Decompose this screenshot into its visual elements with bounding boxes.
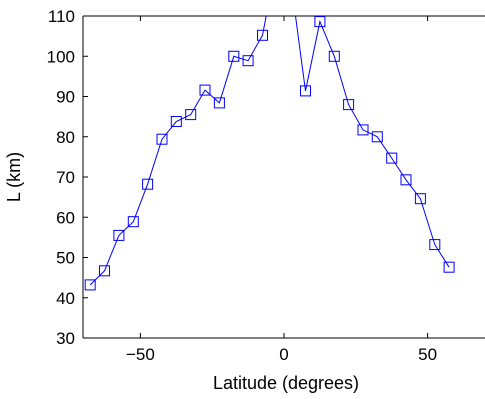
data-point-marker (84, 279, 96, 291)
x-tick-label: −50 (126, 345, 155, 364)
data-point-marker (357, 124, 369, 136)
y-axis-label: L (km) (4, 152, 24, 202)
data-point-marker (343, 99, 355, 111)
data-point-marker (328, 50, 340, 62)
y-tick-label: 90 (56, 88, 75, 107)
x-axis-label: Latitude (degrees) (213, 373, 359, 393)
data-point-marker (257, 29, 268, 41)
y-tick-label: 60 (56, 208, 75, 227)
data-point-marker (185, 109, 197, 121)
data-point-marker (242, 55, 254, 67)
series-layer (84, 16, 455, 291)
data-point-marker (142, 178, 154, 190)
data-point-marker (99, 265, 110, 277)
y-tick-label: 70 (56, 168, 75, 187)
data-point-marker (156, 133, 168, 145)
x-tick-label: 0 (279, 345, 288, 364)
y-tick-label: 50 (56, 249, 75, 268)
data-point-marker (170, 116, 182, 127)
data-point-marker (443, 261, 455, 273)
data-point-marker (127, 216, 139, 228)
data-point-marker (228, 50, 240, 62)
y-tick-label: 40 (56, 289, 75, 308)
y-tick-label: 100 (47, 47, 75, 66)
data-point-marker (429, 239, 441, 251)
data-point-marker (400, 174, 412, 186)
x-tick-label: 50 (418, 345, 437, 364)
axes-layer (82, 15, 485, 339)
data-point-marker (300, 85, 311, 97)
data-point-marker (213, 97, 225, 109)
tick-layer: 30 40 50 60 70 80 90 100 110 −50 0 50 (47, 7, 437, 364)
y-tick-label: 30 (56, 329, 75, 348)
y-tick-label: 80 (56, 128, 75, 147)
data-point-marker (113, 229, 125, 241)
y-tick-label: 110 (48, 7, 75, 26)
data-point-marker (314, 16, 326, 28)
data-point-marker (199, 84, 211, 96)
data-point-marker (371, 131, 383, 143)
data-point-marker (414, 193, 426, 205)
series-line (89, 16, 450, 286)
data-point-marker (386, 152, 398, 164)
